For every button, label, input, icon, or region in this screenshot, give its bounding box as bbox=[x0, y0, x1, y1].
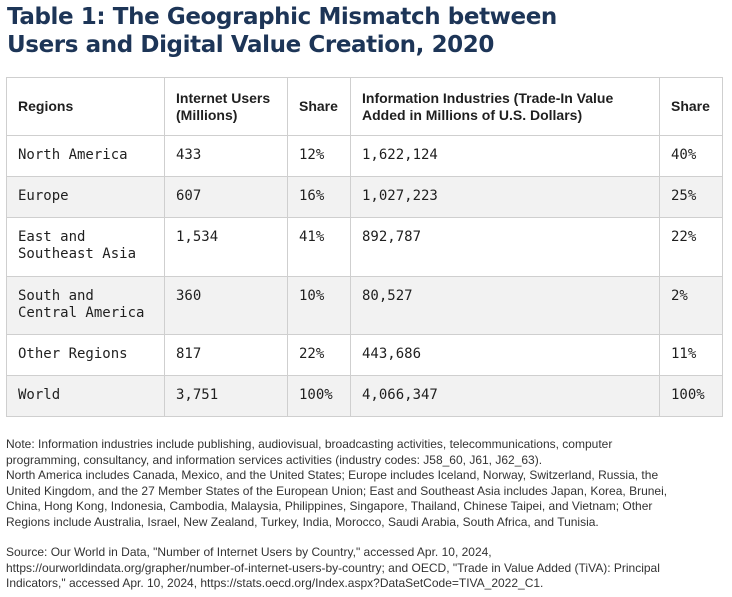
header-share-info: Share bbox=[659, 77, 723, 136]
cell-share-users: 12% bbox=[287, 135, 351, 177]
table-row: East and Southeast Asia 1,534 41% 892,78… bbox=[6, 217, 723, 277]
note-line: North America includes Canada, Mexico, a… bbox=[6, 468, 659, 482]
note-line: United Kingdom, and the 27 Member States… bbox=[6, 483, 668, 498]
cell-share-info: 40% bbox=[659, 135, 723, 177]
cell-region: Europe bbox=[6, 176, 165, 218]
region-name: North America bbox=[18, 147, 128, 163]
region-name-line-1: South and bbox=[18, 288, 94, 304]
note-line: Note: Information industries include pub… bbox=[6, 437, 613, 451]
cell-internet-users: 1,534 bbox=[164, 217, 288, 277]
cell-share-info: 2% bbox=[659, 276, 723, 335]
cell-region: South and Central America bbox=[6, 276, 165, 335]
cell-region: East and Southeast Asia bbox=[6, 217, 165, 277]
cell-internet-users: 607 bbox=[164, 176, 288, 218]
cell-share-users: 16% bbox=[287, 176, 351, 218]
cell-internet-users: 3,751 bbox=[164, 375, 288, 417]
cell-share-info: 100% bbox=[659, 375, 723, 417]
cell-share-users: 100% bbox=[287, 375, 351, 417]
table-title: Table 1: The Geographic Mismatch between… bbox=[7, 3, 722, 59]
cell-share-info: 25% bbox=[659, 176, 723, 218]
cell-share-users: 10% bbox=[287, 276, 351, 335]
table-row: South and Central America 360 10% 80,527… bbox=[6, 276, 723, 335]
table-header-row: Regions Internet Users (Millions) Share … bbox=[6, 77, 723, 136]
source-line: https://ourworldindata.org/grapher/numbe… bbox=[6, 560, 660, 575]
note-line: programming, consultancy, and informatio… bbox=[6, 452, 543, 467]
table-row: North America 433 12% 1,622,124 40% bbox=[6, 135, 723, 177]
header-share-users: Share bbox=[287, 77, 351, 136]
region-name: Europe bbox=[18, 188, 69, 204]
cell-info-value: 1,027,223 bbox=[350, 176, 660, 218]
region-name: World bbox=[18, 387, 61, 403]
cell-info-value: 443,686 bbox=[350, 334, 660, 376]
cell-region: World bbox=[6, 375, 165, 417]
cell-info-value: 80,527 bbox=[350, 276, 660, 335]
source-line: Source: Our World in Data, "Number of In… bbox=[6, 545, 492, 559]
note-line: Regions include Australia, Israel, New Z… bbox=[6, 514, 599, 529]
cell-info-value: 4,066,347 bbox=[350, 375, 660, 417]
source-line: Indicators," accessed Apr. 10, 2024, htt… bbox=[6, 576, 544, 590]
header-information-industries: Information Industries (Trade-In Value A… bbox=[350, 77, 660, 136]
table-row: Other Regions 817 22% 443,686 11% bbox=[6, 334, 723, 376]
source-text: Source: Our World in Data, "Number of In… bbox=[6, 545, 726, 592]
table-row: Europe 607 16% 1,027,223 25% bbox=[6, 176, 723, 218]
region-name: Other Regions bbox=[18, 346, 128, 362]
cell-internet-users: 433 bbox=[164, 135, 288, 177]
cell-region: North America bbox=[6, 135, 165, 177]
cell-share-info: 11% bbox=[659, 334, 723, 376]
header-internet-users-line-2: (Millions) bbox=[176, 106, 238, 123]
header-regions: Regions bbox=[6, 77, 165, 136]
table-row: World 3,751 100% 4,066,347 100% bbox=[6, 375, 723, 417]
cell-info-value: 892,787 bbox=[350, 217, 660, 277]
header-internet-users: Internet Users (Millions) bbox=[164, 77, 288, 136]
region-name-line-1: East and bbox=[18, 229, 86, 245]
table-notes: Note: Information industries include pub… bbox=[6, 437, 726, 592]
cell-share-users: 41% bbox=[287, 217, 351, 277]
cell-region: Other Regions bbox=[6, 334, 165, 376]
header-internet-users-line-1: Internet Users bbox=[176, 89, 271, 106]
cell-internet-users: 360 bbox=[164, 276, 288, 335]
cell-internet-users: 817 bbox=[164, 334, 288, 376]
title-line-1: Table 1: The Geographic Mismatch between bbox=[7, 4, 557, 30]
header-info-line-1: Information Industries (Trade-In Value bbox=[362, 89, 614, 106]
region-name-line-2: Central America bbox=[18, 305, 145, 321]
note-line: China, Hong Kong, Indonesia, Cambodia, M… bbox=[6, 499, 653, 513]
note-text: Note: Information industries include pub… bbox=[6, 437, 726, 530]
cell-info-value: 1,622,124 bbox=[350, 135, 660, 177]
title-line-2: Users and Digital Value Creation, 2020 bbox=[7, 32, 494, 58]
data-table: Regions Internet Users (Millions) Share … bbox=[6, 77, 723, 417]
cell-share-users: 22% bbox=[287, 334, 351, 376]
cell-share-info: 22% bbox=[659, 217, 723, 277]
header-info-line-2: Added in Millions of U.S. Dollars) bbox=[362, 106, 583, 123]
region-name-line-2: Southeast Asia bbox=[18, 246, 137, 262]
